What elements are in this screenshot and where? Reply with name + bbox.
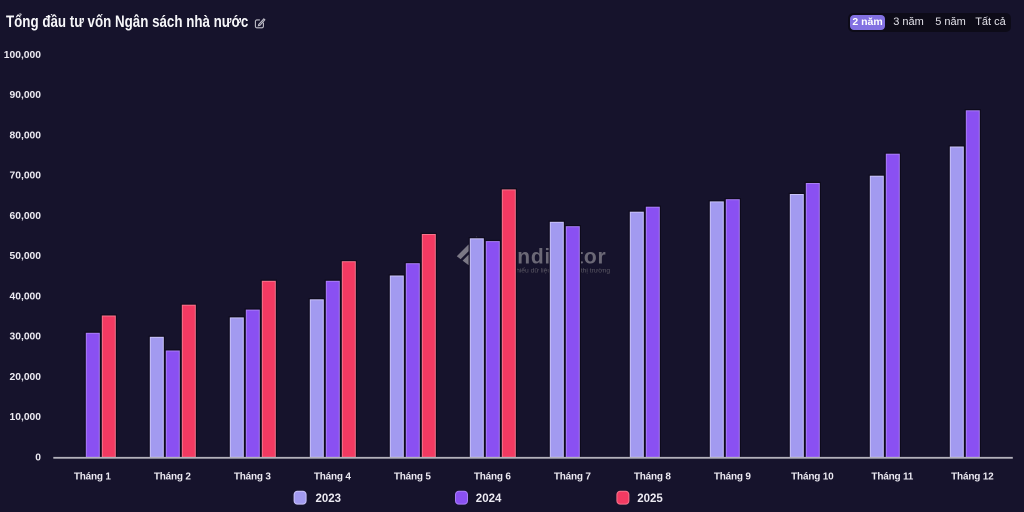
svg-text:70,000: 70,000 — [10, 171, 42, 182]
svg-text:Tháng 4: Tháng 4 — [314, 472, 352, 483]
svg-text:Tháng 9: Tháng 9 — [714, 472, 752, 483]
svg-text:Tháng 1: Tháng 1 — [74, 472, 112, 483]
svg-text:2023: 2023 — [316, 493, 342, 505]
svg-text:Tháng 11: Tháng 11 — [871, 472, 913, 483]
svg-text:Tháng 10: Tháng 10 — [791, 472, 834, 483]
svg-text:Tháng 7: Tháng 7 — [554, 472, 592, 483]
svg-text:60,000: 60,000 — [10, 211, 42, 222]
svg-text:Tháng 6: Tháng 6 — [474, 472, 512, 483]
svg-text:0: 0 — [35, 452, 41, 463]
svg-text:40,000: 40,000 — [10, 291, 42, 302]
svg-text:Tháng 2: Tháng 2 — [154, 472, 192, 483]
svg-text:100,000: 100,000 — [4, 50, 41, 61]
svg-text:30,000: 30,000 — [10, 332, 42, 343]
svg-text:80,000: 80,000 — [10, 130, 42, 141]
svg-text:Tháng 5: Tháng 5 — [394, 472, 432, 483]
svg-text:50,000: 50,000 — [10, 251, 42, 262]
svg-text:20,000: 20,000 — [10, 372, 42, 383]
svg-text:Tháng 8: Tháng 8 — [634, 472, 672, 483]
svg-text:2024: 2024 — [476, 493, 502, 505]
svg-text:Tháng 3: Tháng 3 — [234, 472, 272, 483]
svg-text:90,000: 90,000 — [10, 90, 42, 101]
svg-text:10,000: 10,000 — [10, 412, 42, 423]
svg-text:Tháng 12: Tháng 12 — [951, 472, 994, 483]
svg-text:2025: 2025 — [637, 493, 663, 505]
